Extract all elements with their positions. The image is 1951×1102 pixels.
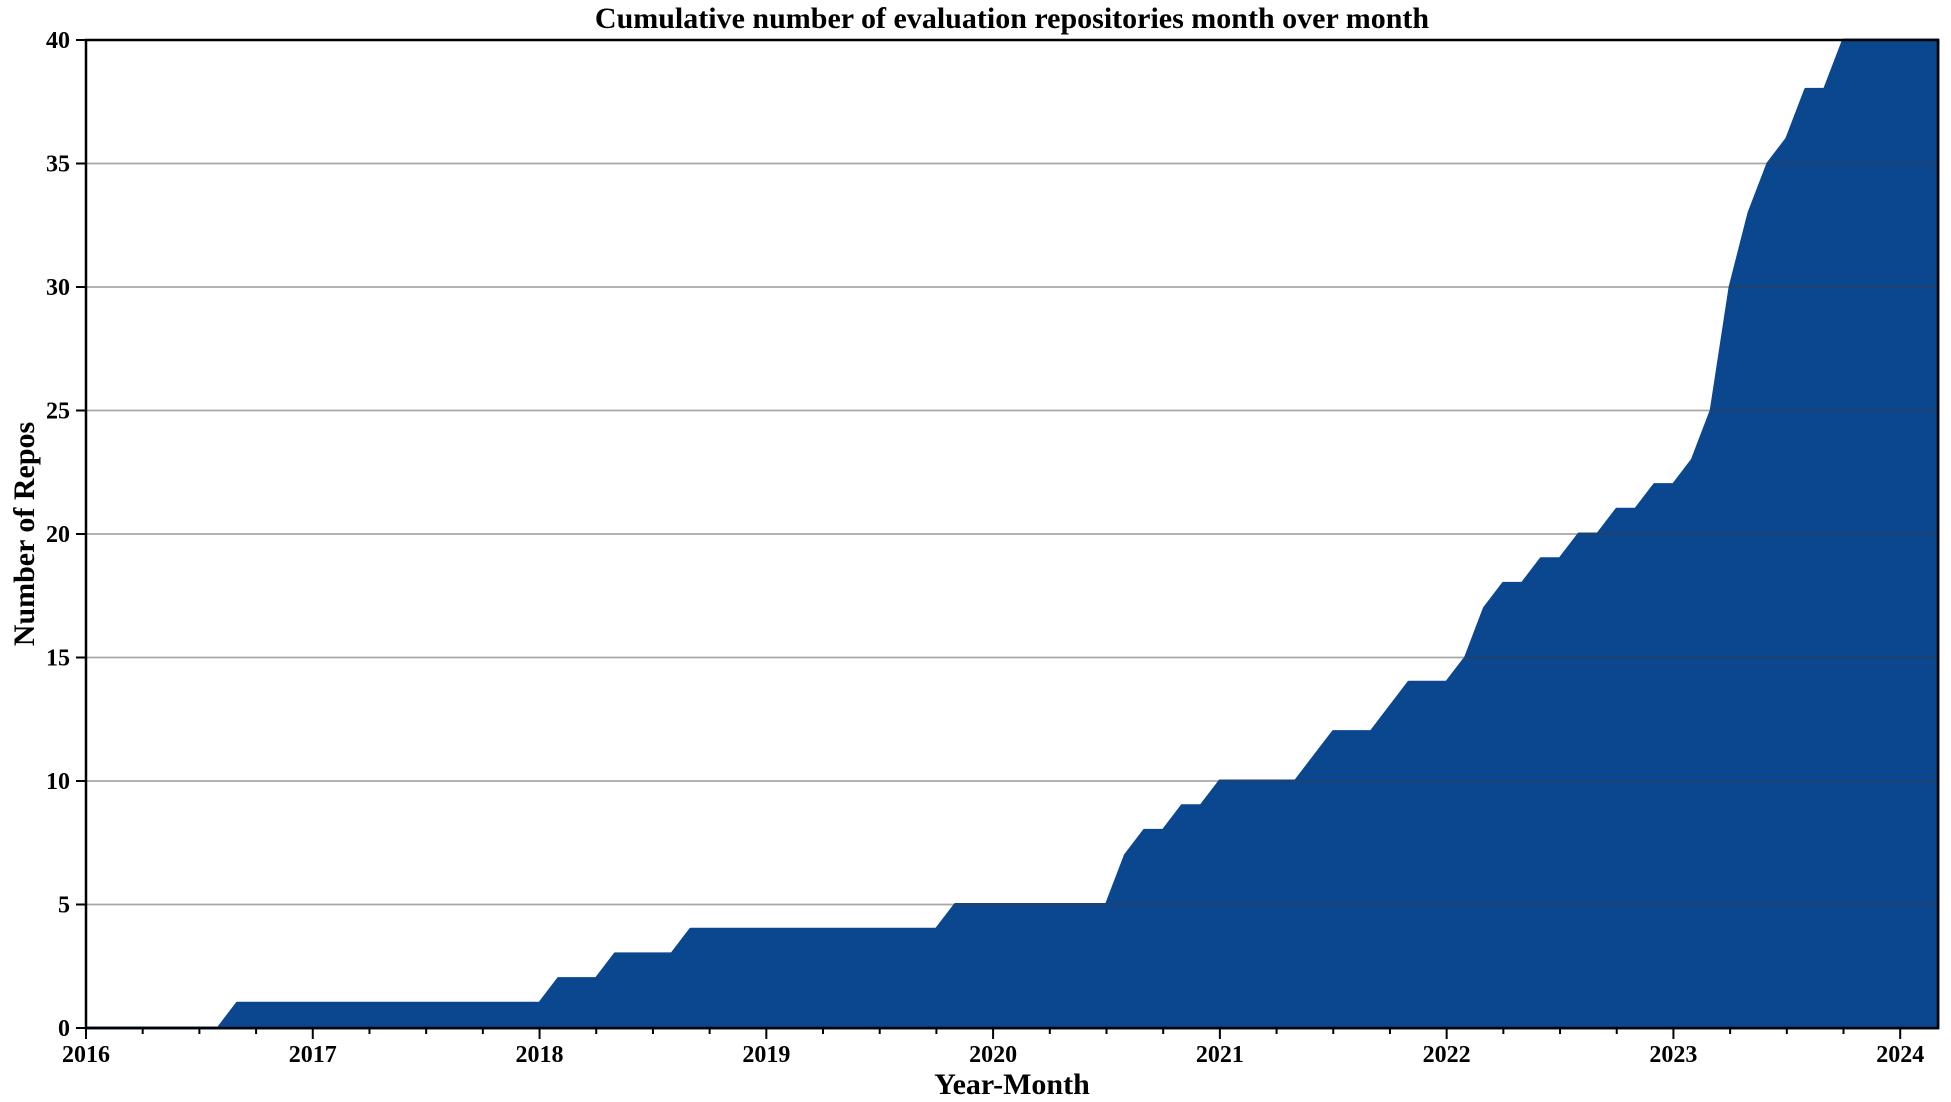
x-tick-label-2017: 2017 xyxy=(289,1042,337,1068)
cumulative-area xyxy=(84,38,1940,1030)
x-axis-label: Year-Month xyxy=(934,1068,1090,1101)
y-tick-label-5: 5 xyxy=(58,893,70,919)
y-tick-label-40: 40 xyxy=(46,28,70,54)
gridlines xyxy=(86,39,1938,906)
x-tick-label-2022: 2022 xyxy=(1423,1042,1471,1068)
area-series xyxy=(84,38,1940,1030)
axis-ticks xyxy=(76,39,1902,1039)
y-tick-label-15: 15 xyxy=(46,646,70,672)
axis-tick-labels: 0 5 10 15 20 25 30 35 40 2016 2017 2018 2019 2020 2021… xyxy=(46,28,1924,1068)
x-tick-label-2018: 2018 xyxy=(516,1042,564,1068)
x-tick-label-2024: 2024 xyxy=(1876,1042,1924,1068)
y-tick-label-25: 25 xyxy=(46,399,70,425)
y-tick-label-0: 0 xyxy=(58,1016,70,1042)
x-tick-label-2023: 2023 xyxy=(1649,1042,1697,1068)
x-tick-label-2021: 2021 xyxy=(1196,1042,1244,1068)
x-tick-label-2019: 2019 xyxy=(742,1042,790,1068)
y-tick-label-30: 30 xyxy=(46,275,70,301)
y-axis-label: Number of Repos xyxy=(8,422,41,646)
x-tick-label-2016: 2016 xyxy=(62,1042,110,1068)
y-tick-label-20: 20 xyxy=(46,522,70,548)
chart-title: Cumulative number of evaluation reposito… xyxy=(595,2,1429,35)
x-tick-label-2020: 2020 xyxy=(969,1042,1017,1068)
y-tick-label-10: 10 xyxy=(46,769,70,795)
y-tick-label-35: 35 xyxy=(46,152,70,178)
